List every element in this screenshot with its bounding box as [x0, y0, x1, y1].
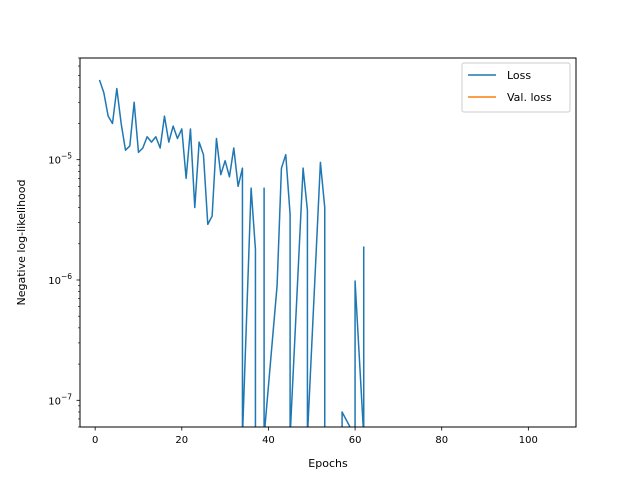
x-tick-label-1: 20	[175, 435, 188, 446]
y-tick-label-0: 10−7	[48, 392, 72, 407]
x-tick-label-3: 60	[349, 435, 362, 446]
x-tick-label-2: 40	[262, 435, 275, 446]
series-line-0	[98, 79, 365, 427]
y-tick-label-1: 10−6	[48, 272, 72, 287]
legend: Loss Val. loss	[461, 62, 571, 113]
x-tick-label-0: 0	[92, 435, 98, 446]
x-tick-label-5: 100	[519, 435, 538, 446]
y-tick-label-2: 10−5	[48, 152, 72, 167]
y-axis-label: Negative log-likelihood	[15, 180, 28, 306]
legend-label-val-loss: Val. loss	[507, 91, 552, 104]
x-tick-label-4: 80	[435, 435, 448, 446]
x-axis-label: Epochs	[308, 457, 348, 470]
legend-label-loss: Loss	[507, 69, 531, 82]
plot-frame	[79, 57, 577, 428]
